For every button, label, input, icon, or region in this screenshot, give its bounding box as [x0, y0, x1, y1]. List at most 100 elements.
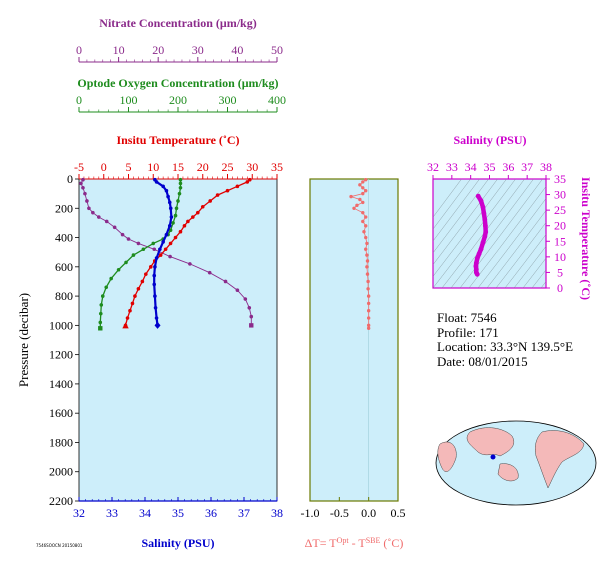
- ts-density-contour: [513, 245, 546, 288]
- oxygen-end-marker: [98, 326, 103, 331]
- ts-point: [478, 198, 484, 204]
- ts-x-tick-label: 35: [484, 160, 496, 174]
- ts-point: [474, 256, 480, 261]
- temperature-tick-label: 10: [147, 160, 159, 174]
- oxygen-point: [177, 191, 182, 196]
- nitrate-point: [87, 206, 91, 211]
- nitrate-point: [81, 185, 85, 190]
- nitrate-point: [152, 247, 157, 252]
- temperature-axis-label: Insitu Temperature (˚C): [116, 133, 239, 147]
- temperature-point: [186, 219, 190, 224]
- delta-t-point: [365, 265, 369, 269]
- temperature-point: [130, 301, 135, 306]
- salinity-point: [154, 256, 159, 260]
- oxygen-point: [174, 206, 179, 211]
- delta-t-point: [352, 206, 356, 210]
- oxygen-point: [131, 253, 136, 257]
- ts-density-contour: [433, 179, 498, 265]
- nitrate-point: [120, 232, 125, 237]
- temperature-point: [200, 205, 205, 209]
- delta-t-tick-label: -0.5: [330, 506, 349, 520]
- oxygen-point: [173, 213, 178, 218]
- oxygen-point: [98, 311, 103, 316]
- oxygen-point: [104, 285, 109, 290]
- nitrate-point: [81, 177, 85, 182]
- temperature-point: [133, 294, 137, 298]
- delta-t-point: [364, 215, 368, 219]
- nitrate-tick-label: 0: [76, 43, 82, 57]
- salinity-point: [164, 232, 169, 237]
- oxygen-tick-label: 200: [169, 93, 187, 107]
- temperature-tick-label: 15: [172, 160, 184, 174]
- oxygen-point: [178, 181, 183, 186]
- y-tick-label: 0: [67, 172, 73, 186]
- salinity-tick-label: 32: [73, 506, 85, 520]
- nitrate-point: [126, 237, 131, 241]
- ts-density-contour: [433, 179, 471, 230]
- delta-t-point: [361, 191, 365, 196]
- delta-t-point: [366, 301, 371, 306]
- temperature-point: [140, 279, 145, 284]
- delta-t-point: [364, 189, 368, 193]
- salinity-point: [154, 180, 159, 184]
- nitrate-point: [112, 225, 117, 230]
- salinity-tick-label: 37: [238, 506, 250, 520]
- salinity-tick-label: 36: [205, 506, 217, 520]
- temperature-point: [235, 184, 240, 189]
- temperature-point: [178, 229, 183, 234]
- file-id-text: 7546SOOCN 20150801: [36, 543, 83, 548]
- oxygen-point: [99, 303, 104, 307]
- delta-t-point: [366, 309, 371, 313]
- float-location-marker: [490, 454, 496, 460]
- oxygen-tick-label: 0: [76, 93, 82, 107]
- y-tick-label: 2200: [49, 494, 73, 508]
- ts-density-contour: [433, 179, 489, 254]
- delta-t-panel: -1.0 -0.5 0.0 0.5 ΔT= TOpt - TSBE (˚C): [301, 178, 406, 550]
- salinity-point: [167, 200, 172, 205]
- oxygen-point: [178, 177, 183, 182]
- temperature-point: [191, 215, 195, 219]
- ts-point: [481, 210, 487, 216]
- delta-t-point: [349, 194, 353, 199]
- nitrate-axis-label: Nitrate Concentration (μm/kg): [99, 16, 256, 30]
- temperature-tick-label: 20: [197, 160, 209, 174]
- delta-t-point: [364, 178, 368, 182]
- delta-t-tick-label: -1.0: [301, 506, 320, 520]
- nitrate-point: [83, 191, 87, 196]
- delta-t-label-part: (˚C): [380, 536, 403, 550]
- float-location: Location: 33.3°N 139.5°E: [437, 339, 574, 354]
- pressure-axis-label: Pressure (decibar): [16, 293, 31, 387]
- oxygen-point: [116, 267, 121, 272]
- oxygen-tick-label: 100: [120, 93, 138, 107]
- ts-title: Salinity (PSU): [453, 133, 526, 147]
- oxygen-point: [100, 294, 105, 298]
- temperature-point: [247, 177, 252, 182]
- salinity-point: [161, 240, 165, 244]
- map-americas: [535, 430, 585, 489]
- oxygen-tick-label: 300: [219, 93, 237, 107]
- ts-point: [478, 246, 484, 252]
- y-tick-label: 2000: [49, 465, 73, 479]
- oxygen-point: [141, 247, 146, 252]
- delta-t-label-part: - T: [349, 536, 367, 550]
- ts-y-tick-label: 0: [557, 281, 563, 295]
- temperature-point: [168, 241, 173, 246]
- main-plot-area: [78, 178, 278, 502]
- ts-density-contours: [433, 179, 546, 288]
- y-tick-label: 1600: [49, 406, 73, 420]
- ts-density-contour: [433, 179, 507, 277]
- delta-t-point: [365, 272, 370, 276]
- nitrate-point: [223, 279, 228, 284]
- ts-y-tick-label: 30: [554, 188, 566, 202]
- nitrate-point: [235, 288, 240, 293]
- ts-density-contour: [433, 179, 480, 242]
- profile-date: Date: 08/01/2015: [437, 353, 528, 369]
- nitrate-tick-label: 50: [271, 43, 283, 57]
- temperature-tick-label: 0: [101, 160, 107, 174]
- ts-point: [480, 240, 486, 246]
- nitrate-tick-label: 40: [231, 43, 243, 57]
- ts-y-tick-label: 5: [557, 265, 563, 279]
- temperature-point: [173, 235, 178, 240]
- delta-t-label-part: ΔT= T: [305, 536, 338, 550]
- ts-point: [473, 260, 479, 266]
